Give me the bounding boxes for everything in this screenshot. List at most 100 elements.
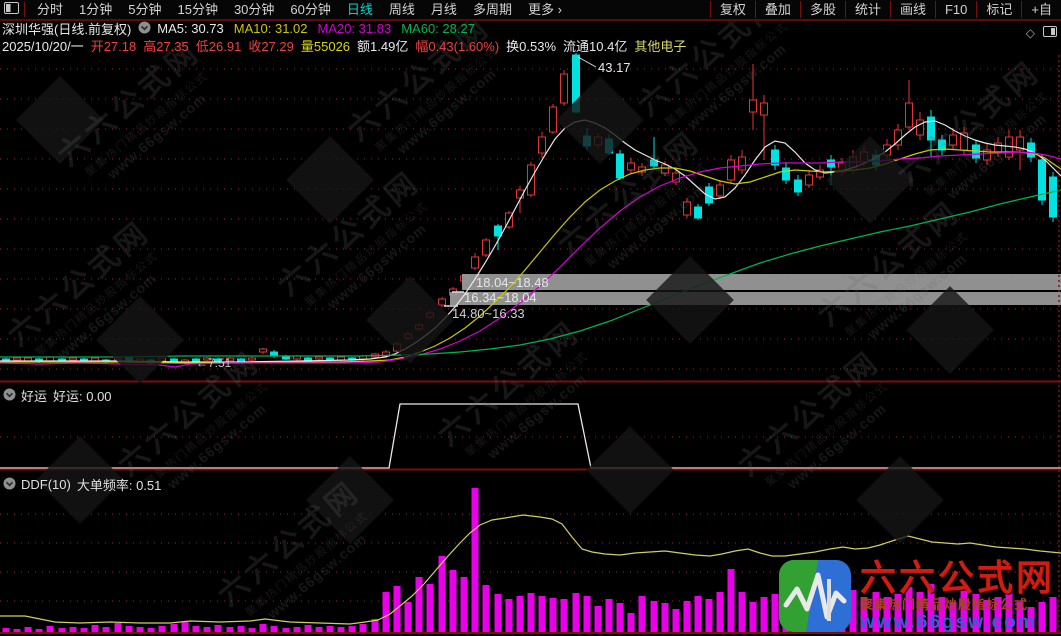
- ddf-bar: [760, 597, 768, 632]
- candle: [471, 256, 479, 269]
- ddf-bar: [905, 587, 913, 632]
- tab-日线[interactable]: 日线: [346, 2, 373, 17]
- tab-分时[interactable]: 分时: [37, 2, 64, 17]
- ddf-bar: [972, 594, 980, 632]
- quote-item-1: 开27.18: [90, 39, 137, 54]
- ddf-bar: [749, 602, 757, 632]
- toolbar-button-复权[interactable]: 复权: [709, 1, 755, 18]
- tab-月线[interactable]: 月线: [430, 2, 457, 17]
- ddf-bar: [683, 601, 691, 632]
- haoyun-panel-header: 好运 好运: 0.00: [3, 386, 112, 405]
- site-logo: 六六公式网 聚集热门精品炒股指标公式 www.66gsw.com: [778, 559, 1055, 634]
- toolbar-button-画线[interactable]: 画线: [889, 1, 935, 18]
- toolbar-button-叠加[interactable]: 叠加: [754, 1, 800, 18]
- ddf-bar: [860, 597, 868, 632]
- ddf-bar: [415, 577, 423, 632]
- candle: [1049, 176, 1057, 218]
- ma-value-2: MA20: 31.83: [317, 21, 392, 36]
- ddf-bar: [114, 623, 122, 632]
- ddf-bar: [337, 627, 345, 632]
- toolbar: 分时 1分钟 5分钟 15分钟 30分钟 60分钟 日线 周线 月线 多周期 更多 › 复权 叠加 多股…: [0, 0, 1061, 21]
- tab-30分钟[interactable]: 30分钟: [233, 2, 275, 17]
- tab-多周期[interactable]: 多周期: [472, 2, 512, 17]
- candle: [315, 356, 323, 360]
- ddf-bar: [960, 587, 968, 632]
- candle: [259, 348, 267, 353]
- tab-5分钟[interactable]: 5分钟: [128, 2, 162, 17]
- ma60-line: [0, 189, 1061, 358]
- ddf-bar: [650, 601, 658, 632]
- ddf-bar: [1016, 602, 1024, 632]
- ddf-bar: [460, 577, 468, 632]
- diamond-icon[interactable]: ◇: [1025, 26, 1035, 40]
- ddf-bar: [371, 619, 379, 632]
- ddf-bar: [738, 592, 746, 632]
- toolbar-button-+自[interactable]: +自: [1021, 1, 1061, 18]
- toolbar-button-标记[interactable]: 标记: [976, 1, 1021, 18]
- ddf-bar: [449, 570, 457, 632]
- ddf-bar: [605, 599, 613, 632]
- candle: [905, 102, 913, 128]
- stock-title: 深圳华强(日线.前复权): [2, 22, 132, 37]
- peak-pointer-line: [577, 56, 597, 68]
- ddf-bar: [771, 594, 779, 632]
- indicator-value: 好运: 0.00: [53, 389, 112, 404]
- collapse-icon[interactable]: [3, 477, 16, 493]
- ddf-bar: [705, 599, 713, 632]
- ddf-bar: [80, 628, 88, 632]
- candle: [916, 119, 924, 136]
- quote-item-3: 低26.91: [195, 39, 242, 54]
- tab-更多 ›[interactable]: 更多 ›: [527, 2, 562, 17]
- toolbar-button-F10[interactable]: F10: [934, 1, 976, 18]
- candle: [694, 206, 702, 219]
- ddf-bar: [583, 596, 591, 632]
- tab-周线[interactable]: 周线: [388, 2, 415, 17]
- ddf-bar: [560, 599, 568, 632]
- ddf-bar: [627, 613, 635, 632]
- toolbar-divider: [24, 2, 25, 17]
- candle: [738, 156, 746, 171]
- candle: [203, 357, 211, 361]
- candle: [771, 149, 779, 166]
- tab-15分钟[interactable]: 15分钟: [177, 2, 218, 17]
- haoyun-region[interactable]: [0, 381, 1061, 470]
- ddf-bar: [248, 628, 256, 632]
- ddf-bar: [516, 596, 524, 632]
- price-band-label: 18.04~18.48: [476, 275, 549, 290]
- candle: [226, 357, 234, 362]
- ddf-bar: [91, 625, 99, 632]
- toolbar-button-多股[interactable]: 多股: [799, 1, 845, 18]
- split-pane-icon[interactable]: [1043, 24, 1057, 42]
- candle: [782, 167, 790, 181]
- quote-row: 2025/10/20/一 开27.18 高27.35 低26.91 收27.29 量550…: [2, 37, 693, 54]
- ddf-bar: [616, 603, 624, 632]
- ddf-bar: [181, 622, 189, 632]
- ddf-bar: [572, 593, 580, 632]
- ddf-bar: [527, 593, 535, 632]
- candle: [927, 116, 935, 141]
- candle: [661, 164, 669, 174]
- quote-item-8: 换0.53%: [506, 39, 557, 54]
- chevron-down-circle-icon[interactable]: [138, 21, 151, 37]
- main-chart-region[interactable]: [0, 55, 1061, 381]
- quote-item-7: 幅0.43(1.60%): [415, 39, 500, 54]
- collapse-icon[interactable]: [3, 388, 16, 404]
- price-band-label: 14.80~16.33: [452, 306, 525, 321]
- candle: [494, 225, 502, 237]
- ddf-bar: [24, 627, 32, 632]
- ddf-bar: [883, 597, 891, 632]
- ddf-bar: [270, 626, 278, 632]
- tab-1分钟[interactable]: 1分钟: [79, 2, 113, 17]
- window-split-icon[interactable]: [4, 1, 19, 19]
- ddf-bar: [938, 597, 946, 632]
- candle: [538, 136, 546, 154]
- toolbar-button-统计[interactable]: 统计: [844, 1, 890, 18]
- ddf-bar: [237, 626, 245, 632]
- ddf-panel-header: DDF(10) 大单频率: 0.51: [3, 475, 161, 494]
- ddf-bar: [983, 600, 991, 632]
- candle: [69, 357, 77, 361]
- tab-60分钟[interactable]: 60分钟: [290, 2, 331, 17]
- ddf-bar: [694, 596, 702, 632]
- ddf-bar: [638, 596, 646, 632]
